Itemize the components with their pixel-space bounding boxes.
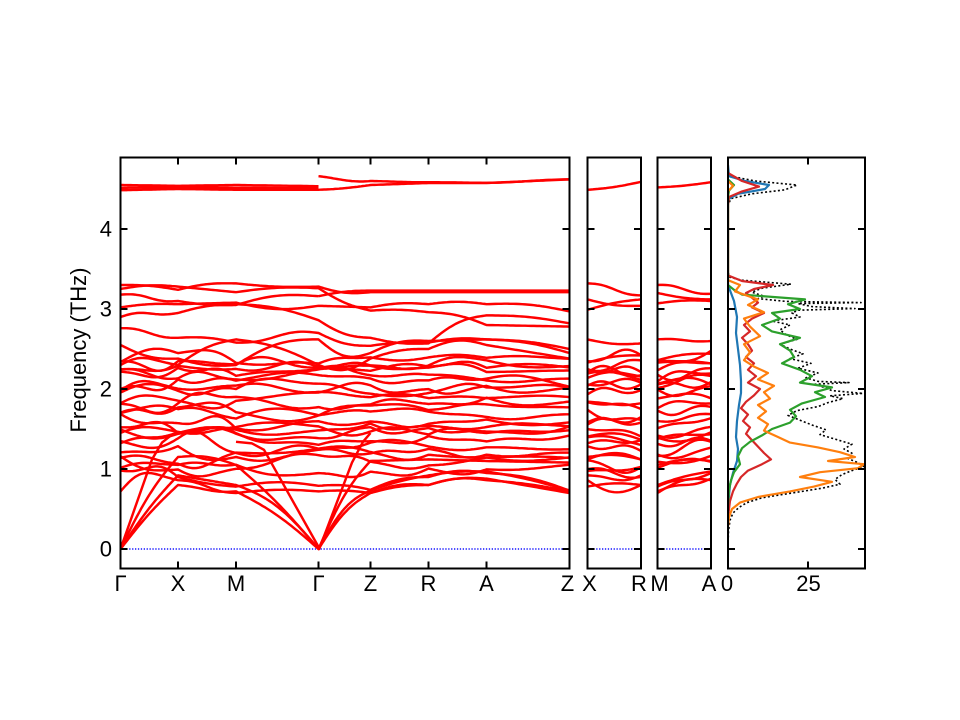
svg-text:M: M bbox=[650, 571, 668, 596]
svg-text:Z: Z bbox=[364, 571, 377, 596]
svg-text:R: R bbox=[631, 571, 647, 596]
svg-text:1: 1 bbox=[100, 457, 112, 482]
svg-text:25: 25 bbox=[796, 571, 820, 596]
svg-text:Γ: Γ bbox=[114, 571, 126, 596]
svg-text:0: 0 bbox=[100, 537, 112, 562]
svg-text:R: R bbox=[421, 571, 437, 596]
svg-text:X: X bbox=[171, 571, 186, 596]
svg-text:A: A bbox=[702, 571, 717, 596]
svg-text:4: 4 bbox=[100, 217, 112, 242]
svg-text:Frequency (THz): Frequency (THz) bbox=[66, 267, 91, 432]
svg-text:M: M bbox=[227, 571, 245, 596]
svg-text:X: X bbox=[582, 571, 597, 596]
svg-text:2: 2 bbox=[100, 377, 112, 402]
svg-text:A: A bbox=[479, 571, 494, 596]
svg-text:Γ: Γ bbox=[312, 571, 324, 596]
svg-text:3: 3 bbox=[100, 297, 112, 322]
svg-text:Z: Z bbox=[561, 571, 574, 596]
svg-text:0: 0 bbox=[721, 571, 733, 596]
